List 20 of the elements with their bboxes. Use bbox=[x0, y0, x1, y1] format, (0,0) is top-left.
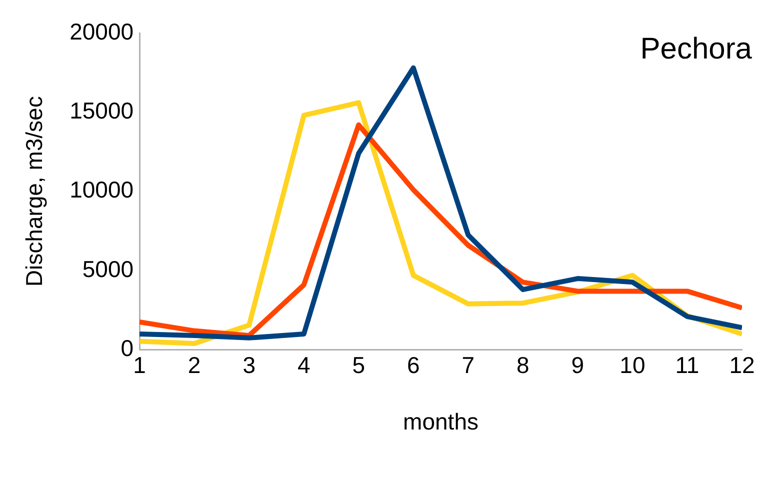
y-axis-title: Discharge, m3/sec bbox=[21, 96, 48, 287]
x-tick-label: 9 bbox=[571, 352, 584, 378]
x-tick-label: 12 bbox=[729, 352, 755, 378]
x-tick-label: 10 bbox=[620, 352, 646, 378]
y-tick-label: 15000 bbox=[70, 98, 134, 124]
x-axis-title: months bbox=[403, 408, 478, 435]
x-tick-label: 2 bbox=[188, 352, 201, 378]
x-tick-label: 1 bbox=[133, 352, 146, 378]
y-tick-label: 20000 bbox=[70, 18, 134, 44]
x-tick-label: 11 bbox=[675, 352, 700, 378]
x-tick-label: 8 bbox=[516, 352, 530, 378]
x-tick-label: 4 bbox=[297, 352, 310, 378]
y-tick-label: 0 bbox=[120, 335, 134, 362]
x-tick-label: 6 bbox=[406, 352, 420, 378]
x-tick-label: 7 bbox=[462, 352, 475, 378]
annotation: Pechora bbox=[640, 32, 752, 66]
x-tick-label: 3 bbox=[242, 352, 256, 378]
y-tick-label: 5000 bbox=[82, 256, 134, 282]
x-tick-label: 5 bbox=[352, 352, 366, 378]
y-tick-label: 10000 bbox=[70, 176, 134, 203]
